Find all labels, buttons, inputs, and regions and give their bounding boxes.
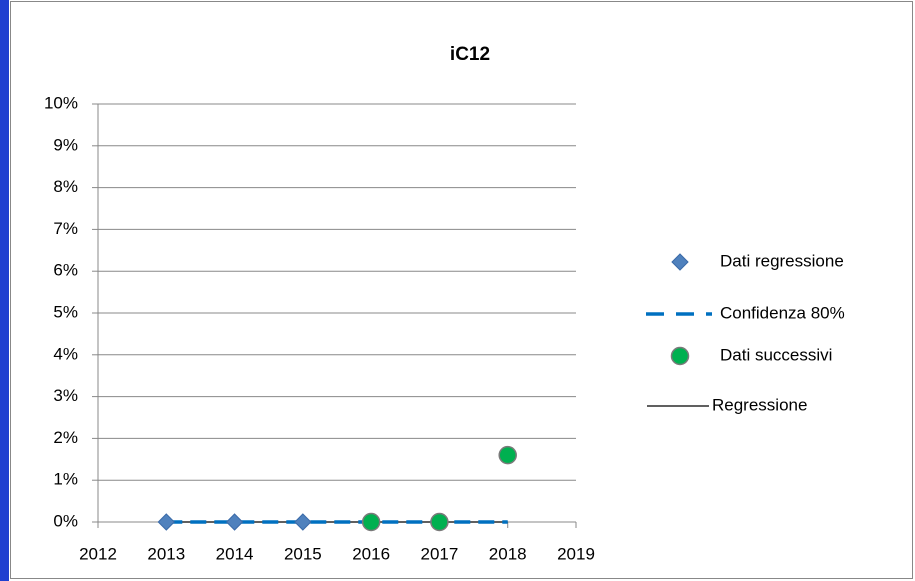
x-tick-label: 2017 <box>421 544 459 563</box>
chart-title: iC12 <box>450 44 490 65</box>
y-tick-label: 6% <box>53 261 78 280</box>
y-tick-label: 3% <box>53 386 78 405</box>
y-tick-label: 8% <box>53 177 78 196</box>
legend-marker <box>671 253 689 271</box>
legend-label: Dati regressione <box>720 251 844 270</box>
data-point <box>225 513 244 531</box>
x-tick-label: 2013 <box>147 544 185 563</box>
data-point <box>294 513 312 531</box>
legend-label: Regressione <box>712 395 807 414</box>
x-tick-label: 2012 <box>79 544 117 563</box>
x-tick-label: 2018 <box>489 544 527 563</box>
y-tick-label: 0% <box>53 511 78 530</box>
data-point <box>498 445 517 465</box>
window-edge <box>0 0 9 581</box>
x-tick-label: 2014 <box>216 544 254 563</box>
x-tick-label: 2015 <box>284 544 322 563</box>
legend-label: Confidenza 80% <box>720 303 845 322</box>
data-point <box>430 512 449 532</box>
y-tick-label: 1% <box>53 470 78 489</box>
legend-marker <box>670 346 690 366</box>
y-tick-label: 10% <box>44 93 78 112</box>
y-tick-label: 4% <box>53 344 78 363</box>
legend-label: Dati successivi <box>720 345 832 364</box>
data-point <box>361 512 381 532</box>
y-tick-label: 7% <box>53 219 78 238</box>
y-tick-label: 9% <box>53 135 78 154</box>
y-tick-label: 2% <box>53 428 78 447</box>
y-tick-label: 5% <box>53 302 78 321</box>
data-point <box>157 513 175 531</box>
x-tick-label: 2016 <box>352 544 390 563</box>
chart-area <box>10 1 913 579</box>
x-tick-label: 2019 <box>557 544 595 563</box>
